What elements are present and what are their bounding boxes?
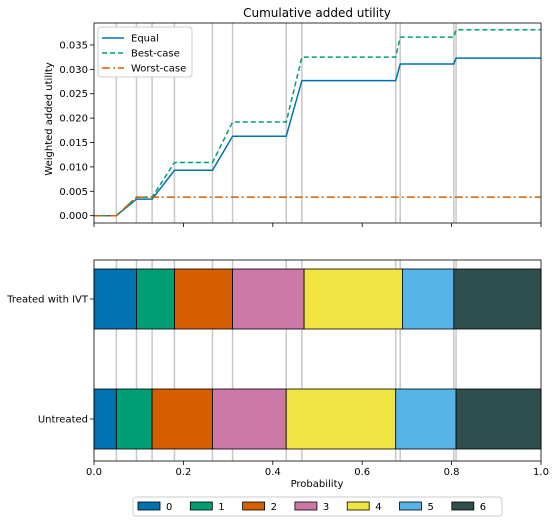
bottom-x-axis-label: Probability xyxy=(291,479,344,490)
bottom-x-tick-label: 1.0 xyxy=(533,467,549,478)
bottom-x-tick-label: 0.8 xyxy=(444,467,460,478)
legend-label: 0 xyxy=(166,502,172,513)
top-plot-frame xyxy=(93,22,542,224)
bar-segment-4 xyxy=(285,388,397,450)
category-label: Untreated xyxy=(38,415,88,426)
series-line-equal xyxy=(94,57,541,217)
legend-label: 4 xyxy=(375,502,381,513)
bottom-legend: 0 1 2 3 4 5 6 xyxy=(132,496,503,517)
bar-segment-0 xyxy=(93,268,137,330)
top-legend: Equal Best-case Worst-case xyxy=(97,26,193,78)
bottom-plot-area: Treated with IVT Untreated 0.0 0.2 0.4 0.6 0.8… xyxy=(6,259,549,478)
top-chart-title: Cumulative added utility xyxy=(243,6,391,20)
top-y-tick-label: 0.025 xyxy=(59,89,88,100)
bottom-plot-frame xyxy=(93,259,542,462)
bar-segment-4 xyxy=(303,268,403,330)
legend-swatch-5 xyxy=(399,501,422,511)
top-y-tick-label: 0.000 xyxy=(59,211,88,222)
bar-segment-2 xyxy=(151,388,213,450)
top-legend-box xyxy=(97,26,193,78)
legend-label: 1 xyxy=(218,502,224,513)
legend-label: 6 xyxy=(480,502,486,513)
legend-label: 3 xyxy=(323,502,329,513)
bottom-x-tick-label: 0.4 xyxy=(265,467,281,478)
bar-segment-2 xyxy=(174,268,233,330)
bar-segment-6 xyxy=(453,268,542,330)
legend-label: Worst-case xyxy=(131,64,186,75)
bar-segment-3 xyxy=(212,388,287,450)
legend-swatch-2 xyxy=(242,501,266,511)
legend-swatch-0 xyxy=(137,501,161,511)
bar-segment-1 xyxy=(115,388,153,450)
legend-label: Best-case xyxy=(131,49,180,60)
top-y-axis-label: Weighted added utility xyxy=(44,62,55,176)
legend-swatch-1 xyxy=(189,501,213,511)
top-y-tick-label: 0.005 xyxy=(59,187,88,198)
bar-segment-3 xyxy=(232,268,305,330)
legend-label: 2 xyxy=(271,502,277,513)
category-label: Treated with IVT xyxy=(6,295,89,306)
legend-swatch-6 xyxy=(451,501,475,511)
series-line-worst-case xyxy=(94,196,541,217)
top-y-tick-label: 0.030 xyxy=(59,65,88,76)
bar-segment-1 xyxy=(136,268,175,330)
top-y-tick-label: 0.035 xyxy=(59,40,88,51)
bar-segment-5 xyxy=(395,388,457,450)
top-plot-area: 0.000 0.005 0.010 0.015 0.020 0.025 0.030 0.035… xyxy=(59,22,542,227)
top-y-tick-label: 0.020 xyxy=(59,114,88,125)
legend-swatch-3 xyxy=(294,501,318,511)
top-y-tick-label: 0.015 xyxy=(59,138,88,149)
bar-segment-6 xyxy=(455,388,542,450)
bar-segment-5 xyxy=(402,268,455,330)
bottom-x-tick-label: 0.6 xyxy=(354,467,370,478)
bottom-x-tick-label: 0.2 xyxy=(175,467,191,478)
bottom-legend-box xyxy=(132,496,503,517)
legend-label: Equal xyxy=(131,34,159,45)
bar-segment-0 xyxy=(93,388,117,450)
legend-label: 5 xyxy=(428,502,434,513)
bottom-x-tick-label: 0.0 xyxy=(86,467,102,478)
legend-swatch-4 xyxy=(346,501,370,511)
top-y-tick-label: 0.010 xyxy=(59,162,88,173)
